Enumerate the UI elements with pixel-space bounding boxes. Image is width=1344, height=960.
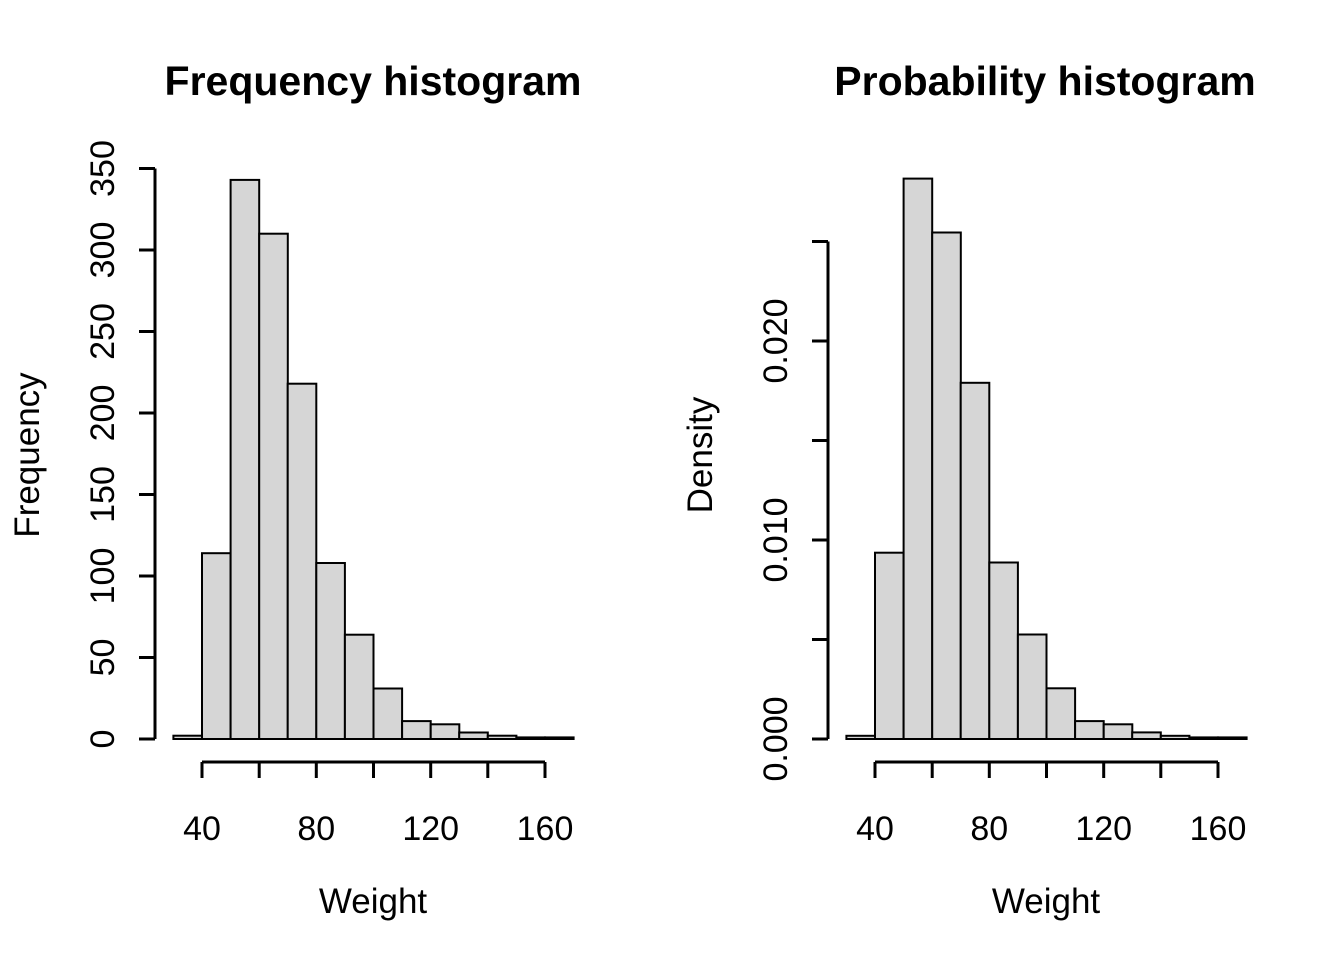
histogram-bar [902,177,934,741]
left-y-axis-title: Frequency [8,372,47,538]
histogram-bar [286,382,318,740]
y-tick-label: 300 [84,222,122,279]
histogram-bar [429,723,461,740]
histogram-bar [1074,720,1105,740]
histogram-bar [201,552,232,741]
histogram-bar [544,736,575,741]
y-tick-label: 0 [84,730,122,749]
histogram-bar [1188,736,1220,741]
x-tick-label: 120 [402,810,459,848]
x-tick-label: 40 [856,810,894,848]
frequency-axes-group: 0 50 100 150 200 250 300 350 40 80 120 160 [84,140,573,848]
probability-histogram-panel: 0.000 0.010 0.020 40 80 120 160 Probability hi… [681,58,1256,921]
histogram-bar [258,232,289,740]
y-tick-label: 0.020 [757,298,795,383]
y-tick-label: 250 [84,303,122,360]
x-tick-label: 80 [297,810,335,848]
histogram-bar [988,561,1019,740]
histogram-bar [229,178,261,740]
y-tick-label: 150 [84,466,122,523]
probability-axes-group: 0.000 0.010 0.020 40 80 120 160 [757,240,1247,848]
y-tick-label: 0.000 [757,696,795,781]
histogram-bar [458,731,489,740]
left-plot-title: Frequency histogram [165,58,582,104]
histogram-bar [1159,734,1191,740]
histogram-bar [315,562,346,740]
x-tick-label: 160 [1190,810,1247,848]
y-tick-label: 350 [84,140,122,197]
y-tick-label: 100 [84,548,122,605]
histogram-bar [372,687,404,740]
x-tick-label: 120 [1075,810,1132,848]
right-plot-title: Probability histogram [834,58,1255,104]
histogram-bar [172,734,203,741]
histogram-bar [874,551,905,741]
histogram-bar [486,734,518,741]
histogram-bar [931,231,962,740]
y-tick-label: 50 [84,639,122,677]
y-tick-label: 200 [84,385,122,442]
frequency-bars-group [172,178,575,741]
histogram-bar [959,381,991,740]
histogram-bar [1131,731,1162,741]
histogram-bar [343,633,375,741]
left-x-axis-title: Weight [319,882,428,921]
x-tick-label: 160 [517,810,574,848]
histogram-bar [1045,687,1077,740]
histogram-bar [401,720,432,740]
x-tick-label: 80 [970,810,1008,848]
probability-bars-group [845,177,1248,741]
histogram-bar [515,736,547,741]
x-tick-label: 40 [183,810,221,848]
histogram-bar [1102,723,1134,740]
y-tick-label: 0.010 [757,497,795,582]
histogram-bar [1016,633,1048,740]
right-y-axis-title: Density [681,396,720,513]
histogram-bar [845,734,877,740]
right-x-axis-title: Weight [992,882,1101,921]
histogram-bar [1217,736,1248,741]
frequency-histogram-panel: 0 50 100 150 200 250 300 350 40 80 120 160 Frequenc… [8,58,581,921]
